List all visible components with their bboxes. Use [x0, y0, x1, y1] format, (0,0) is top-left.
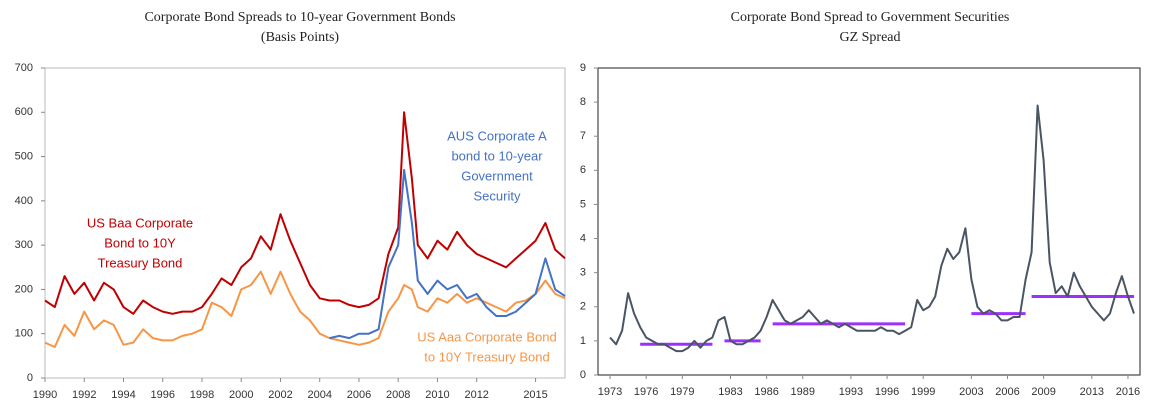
y-tick-label: 3 — [580, 267, 586, 279]
chart-title: Corporate Bond Spread to Government Secu… — [731, 10, 1010, 25]
x-tick-label: 2006 — [347, 389, 371, 401]
series-line — [44, 270, 566, 348]
series-line — [609, 104, 1135, 353]
y-tick-label: 0 — [27, 372, 33, 384]
x-tick-label: 1996 — [150, 389, 174, 401]
x-tick-label: 1998 — [190, 389, 214, 401]
chart-subtitle: (Basis Points) — [261, 30, 340, 45]
y-tick-label: 9 — [580, 62, 586, 74]
chart-title: Corporate Bond Spreads to 10-year Govern… — [144, 10, 455, 25]
y-tick-label: 100 — [15, 328, 33, 340]
plot-frame — [597, 67, 1141, 376]
x-tick-label: 2009 — [1031, 386, 1055, 398]
y-tick-label: 0 — [580, 369, 586, 381]
y-tick-label: 500 — [15, 150, 33, 162]
annotation: bond to 10-year — [451, 148, 543, 163]
y-tick-label: 4 — [580, 232, 586, 244]
y-tick-label: 1 — [580, 335, 586, 347]
x-tick-label: 2002 — [268, 389, 292, 401]
chart-subtitle: GZ Spread — [839, 30, 900, 45]
x-tick-label: 1993 — [839, 386, 863, 398]
x-tick-label: 2013 — [1080, 386, 1104, 398]
x-tick-label: 2010 — [425, 389, 449, 401]
annotation: Government — [461, 168, 533, 183]
x-tick-label: 1973 — [598, 386, 622, 398]
plot-frame — [44, 67, 566, 379]
annotation: Treasury Bond — [98, 255, 183, 270]
x-tick-label: 2015 — [523, 389, 547, 401]
annotation: Security — [474, 188, 521, 203]
annotation: AUS Corporate A — [447, 128, 547, 143]
y-tick-label: 300 — [15, 239, 33, 251]
y-tick-label: 700 — [15, 62, 33, 74]
y-tick-label: 600 — [15, 106, 33, 118]
annotation: US Baa Corporate — [87, 215, 193, 230]
y-tick-label: 2 — [580, 301, 586, 313]
x-tick-label: 2012 — [464, 389, 488, 401]
x-tick-label: 1986 — [754, 386, 778, 398]
y-tick-label: 6 — [580, 164, 586, 176]
series-line — [44, 111, 566, 315]
y-tick-label: 7 — [580, 130, 586, 142]
annotation: Bond to 10Y — [104, 235, 176, 250]
y-tick-label: 200 — [15, 283, 33, 295]
y-tick-label: 5 — [580, 198, 586, 210]
x-tick-label: 2008 — [386, 389, 410, 401]
x-tick-label: 2000 — [229, 389, 253, 401]
x-tick-label: 2006 — [995, 386, 1019, 398]
x-tick-label: 1999 — [911, 386, 935, 398]
x-tick-label: 1990 — [33, 389, 57, 401]
x-tick-label: 1989 — [791, 386, 815, 398]
x-tick-label: 1996 — [875, 386, 899, 398]
series-line — [329, 168, 566, 340]
x-tick-label: 2003 — [959, 386, 983, 398]
y-tick-label: 8 — [580, 96, 586, 108]
y-tick-label: 400 — [15, 195, 33, 207]
x-tick-label: 1976 — [634, 386, 658, 398]
x-tick-label: 2016 — [1116, 386, 1140, 398]
annotation: to 10Y Treasury Bond — [424, 349, 550, 364]
annotation: US Aaa Corporate Bond — [417, 329, 556, 344]
x-tick-label: 1983 — [718, 386, 742, 398]
x-tick-label: 1992 — [72, 389, 96, 401]
x-tick-label: 2004 — [307, 389, 331, 401]
x-tick-label: 1994 — [111, 389, 135, 401]
x-tick-label: 1979 — [670, 386, 694, 398]
